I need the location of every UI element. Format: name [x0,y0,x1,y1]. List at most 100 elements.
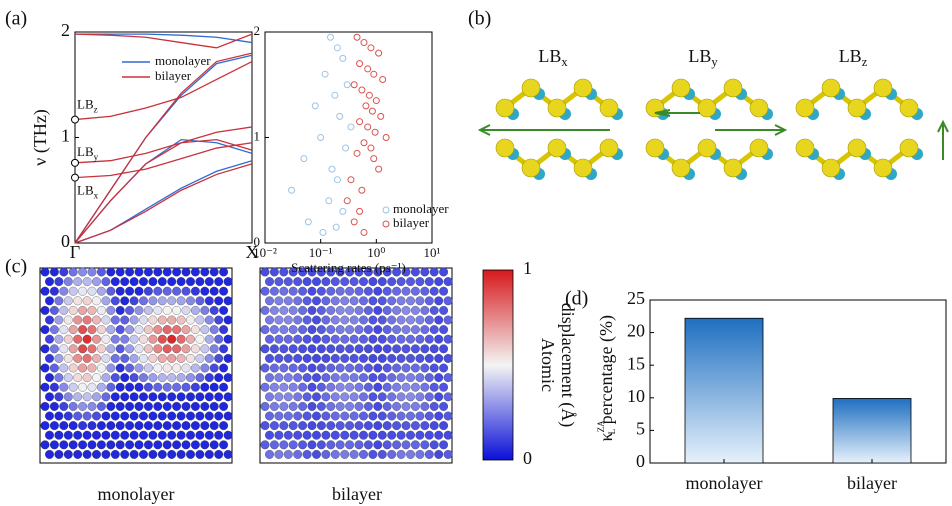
atom [157,373,167,383]
atom [148,430,158,440]
atom [330,334,340,344]
atom [302,449,312,459]
atom [335,305,345,315]
atom [59,305,69,315]
atom [316,440,326,450]
atom [125,344,135,354]
atom [162,286,172,296]
atom [434,315,444,325]
atom [106,421,116,431]
atom [63,277,73,287]
atom [283,296,293,306]
atom [302,411,312,421]
y-tick-label: 0 [61,231,70,251]
atom [321,392,331,402]
annotation-marker [71,115,79,124]
displacement-maps [39,267,453,464]
panel-label: (a) [5,8,27,30]
atom [63,392,73,402]
arrow [654,109,671,117]
atom [359,334,368,344]
atom [176,353,186,363]
atom [157,315,167,325]
atom [139,411,148,421]
atom [434,430,444,440]
atom [87,382,97,392]
atom [209,305,219,315]
dispersion-branch [74,52,253,244]
atom [265,277,274,287]
atom [148,373,158,383]
atom [214,449,224,459]
label-main: κ [596,432,616,441]
atom [157,392,167,402]
atom [87,325,97,335]
y-tick-label: 2 [254,23,261,38]
atom [214,315,224,325]
scatter-point [321,70,329,78]
label-main: LB [77,97,94,112]
atom [439,421,449,431]
atom [200,344,210,354]
atom [143,382,153,392]
y-tick-label: 1 [254,128,261,143]
atom [307,286,317,296]
atom [406,296,415,306]
atom [143,421,153,431]
atom [283,373,293,383]
atom [288,401,298,411]
atom [204,334,214,344]
atom [195,373,205,383]
atom [415,315,425,325]
atom [368,315,378,325]
atom [345,382,355,392]
atom [265,449,274,459]
atom [293,277,303,287]
scatter-point [336,112,344,120]
label: LBz [839,46,868,69]
atom [92,392,101,402]
atom [92,277,101,287]
atom [345,421,355,431]
atom [298,363,308,373]
atom [363,421,373,431]
atom [101,430,111,440]
atom [219,305,229,315]
atom [401,286,411,296]
atom [219,440,229,450]
atom [120,296,130,306]
atom [302,296,312,306]
atom [443,277,453,287]
atom [115,267,125,277]
atom [345,344,355,354]
atom [172,382,182,392]
atom [172,267,182,277]
atom [148,334,158,344]
atom [316,344,326,354]
atom [190,363,200,373]
atom [186,449,195,459]
atom [200,440,210,450]
atom [321,334,331,344]
bar [684,317,764,464]
atom [373,440,383,450]
atom [143,363,153,373]
atom [415,411,425,421]
atom [434,296,444,306]
atom [82,430,92,440]
atom [307,421,317,431]
atom [269,382,279,392]
dispersion-branch [74,160,253,244]
atom [125,401,135,411]
y-tick-label: 2 [61,20,70,40]
atom [101,277,111,287]
atom [200,382,210,392]
atom [110,296,120,306]
atom [298,305,308,315]
atom [434,277,444,287]
atom [547,138,567,158]
atom [223,334,233,344]
atom [265,334,274,344]
atom [101,334,111,344]
